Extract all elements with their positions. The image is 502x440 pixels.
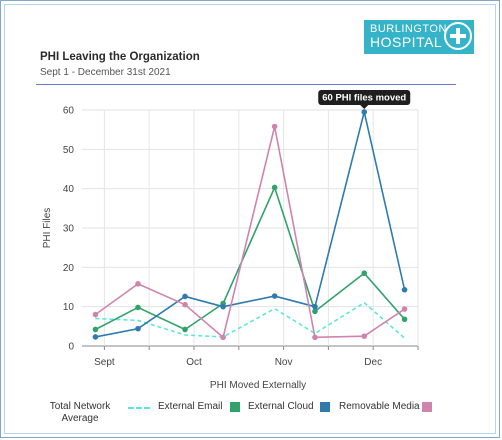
series-line-external-cloud [95,111,406,338]
y-tick-label: 50 [63,145,75,156]
y-tick-label: 60 [63,106,75,117]
header-divider [36,84,456,85]
data-point-external-cloud [312,303,318,310]
series-line-removable-media [94,125,406,339]
logo-text-line1: BURLINGTON [370,23,447,35]
y-tick-label: 10 [63,302,75,313]
data-point-external-cloud [92,334,99,340]
data-point-external-cloud [361,109,368,115]
series-line-external-email [95,186,406,331]
data-point-external-email [312,308,318,315]
chart-subtitle: Sept 1 - December 31st 2021 [40,67,171,78]
y-tick-label: 0 [68,342,74,353]
data-point-removable-media [135,281,141,287]
series-line-total-network-average [95,301,406,339]
chart-legend: Total Network Average External Email Exter… [40,401,490,431]
annotation-pointer [360,104,369,109]
y-tick-label: 30 [63,224,75,235]
y-tick-label: 20 [63,263,75,274]
data-point-external-cloud [135,325,141,332]
x-axis-title: PHI Moved Externally [210,380,306,391]
data-point-external-cloud [401,286,408,293]
chart-title: PHI Leaving the Organization [40,51,200,63]
legend-label-total-network-average: Total Network Average [49,401,111,424]
logo-text-line2: HOSPITAL [370,34,443,50]
x-tick-label: Sept [94,357,115,368]
annotation-box [318,89,411,105]
data-point-removable-media [220,334,226,341]
x-tick-label: Dec [364,357,382,368]
y-tick-label: 40 [63,184,75,195]
data-point-removable-media [401,306,408,312]
data-point-removable-media [92,311,99,318]
y-axis-title: PHI Files [42,208,53,249]
legend-swatch-external-cloud [320,402,330,412]
data-point-removable-media [271,123,278,130]
hospital-logo: BURLINGTON HOSPITAL [364,20,474,54]
data-point-external-email [92,326,99,333]
legend-label-external-email: External Email [158,401,223,412]
data-point-external-email [401,316,408,323]
legend-swatch-total-network-average [128,407,150,409]
x-tick-label: Oct [186,357,202,368]
data-point-removable-media [182,301,188,308]
data-point-external-cloud [220,303,226,310]
data-point-external-email [361,270,368,277]
data-point-removable-media [312,334,318,341]
medical-cross-icon [444,22,472,50]
legend-label-removable-media: Removable Media [339,401,420,412]
annotation-label: 60 PHI files moved [322,92,406,103]
data-point-external-cloud [182,293,188,300]
data-point-external-email [271,184,278,191]
report-frame-inner [4,4,496,434]
data-point-external-cloud [271,293,278,299]
legend-swatch-external-email [230,402,240,412]
legend-label-external-cloud: External Cloud [248,401,314,412]
x-tick-label: Nov [275,357,293,368]
legend-swatch-removable-media [422,402,432,412]
data-point-external-email [135,304,141,311]
data-point-external-email [182,326,188,333]
data-point-removable-media [361,333,368,339]
